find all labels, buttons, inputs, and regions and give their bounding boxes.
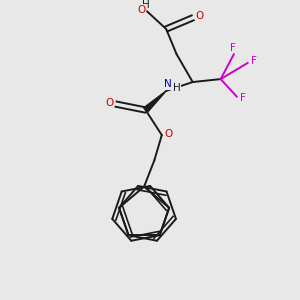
Polygon shape: [144, 91, 166, 112]
Text: O: O: [164, 129, 172, 139]
Text: H: H: [172, 83, 180, 93]
Text: O: O: [106, 98, 114, 108]
Text: N: N: [164, 80, 172, 89]
Text: H: H: [142, 0, 149, 10]
Text: F: F: [251, 56, 257, 66]
Text: F: F: [240, 93, 246, 103]
Text: O: O: [195, 11, 203, 21]
Text: O: O: [137, 5, 145, 15]
Text: F: F: [230, 43, 236, 52]
